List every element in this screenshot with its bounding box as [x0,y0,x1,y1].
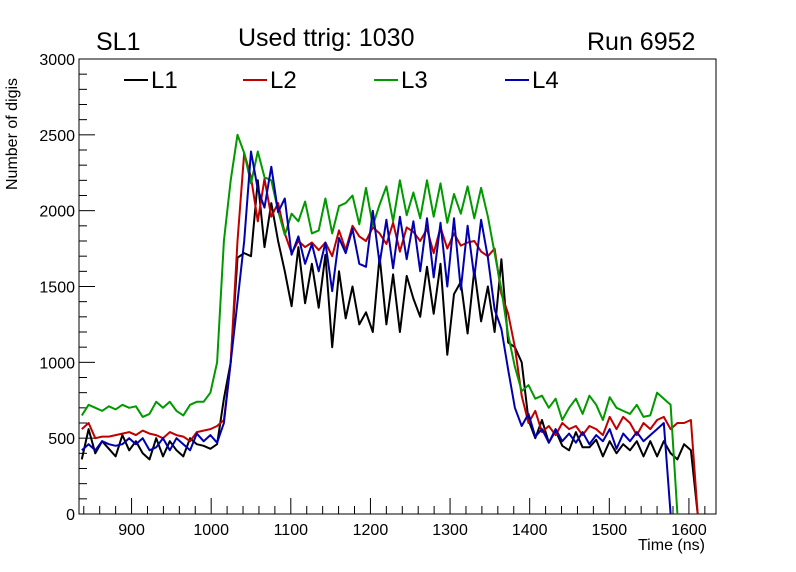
legend-entry-l2: L2 [243,67,297,94]
y-axis-title: Number of digis [4,77,21,190]
x-tick-label: 1400 [512,522,548,539]
legend-label: L1 [151,67,178,94]
legend-entry-l1: L1 [124,67,178,94]
y-tick-label: 2500 [39,128,75,145]
y-tick-label: 0 [66,507,75,524]
series-line-l2 [81,152,699,515]
legend-label: L2 [270,67,297,94]
x-tick-label: 1000 [193,522,229,539]
legend-entry-l4: L4 [505,67,559,94]
x-tick-label: 1500 [592,522,628,539]
y-tick-label: 3000 [39,52,75,69]
x-tick-label: 1200 [353,522,389,539]
x-tick-label: 900 [118,522,145,539]
header-center-label: Used ttrig: 1030 [238,24,415,52]
x-tick-label: 1300 [432,522,468,539]
legend-label: L4 [532,67,559,94]
x-tick-label: 1100 [274,522,309,539]
series-line-l1 [80,179,699,515]
legend-label: L3 [401,67,428,94]
legend: L1 L2 L3 L4 [124,67,559,94]
header-left-label: SL1 [96,28,141,56]
plot-border [78,58,717,515]
y-tick-label: 2000 [39,204,75,221]
y-tick-label: 500 [48,431,75,448]
y-tick-label: 1500 [39,280,75,297]
legend-entry-l3: L3 [374,67,428,94]
x-axis-title: Time (ns) [638,537,705,554]
header-right-label: Run 6952 [587,28,696,56]
plot-frame: 0 500 1000 1500 2000 2500 3000 900 1000 1100 1200 1… [39,52,717,539]
series-layer [80,133,699,515]
y-tick-label: 1000 [39,355,75,372]
x-tick-label: 1600 [671,522,707,539]
series-line-l4 [81,150,672,515]
series-line-l3 [80,133,679,515]
